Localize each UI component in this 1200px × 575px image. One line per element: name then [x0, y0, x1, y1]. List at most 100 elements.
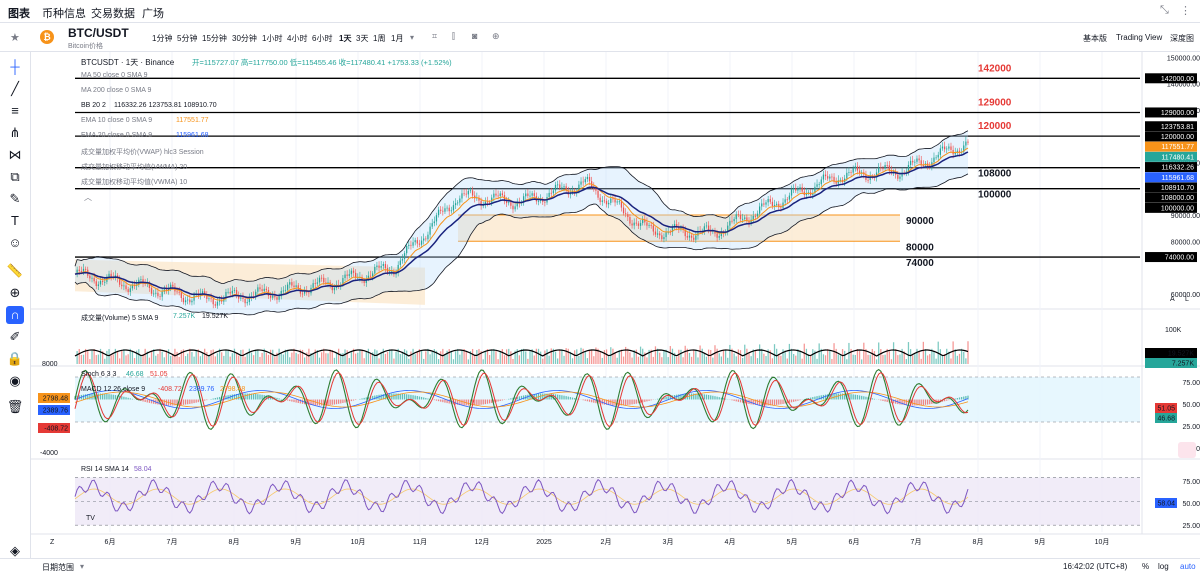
volume-bar: [87, 351, 88, 364]
timeframe-1w[interactable]: 1周: [373, 33, 385, 44]
volume-bar: [646, 357, 647, 364]
timeframe-30m[interactable]: 30分钟: [232, 33, 257, 44]
volume-bar: [657, 349, 658, 364]
symbol-subtitle[interactable]: Bitcoin价格: [68, 41, 103, 51]
timeframe-1m[interactable]: 1分钟: [152, 33, 172, 44]
volume-bar: [157, 354, 158, 364]
candle: [691, 236, 692, 238]
volume-bar: [600, 352, 601, 364]
legend-ema20[interactable]: EMA 20 close 0 SMA 9: [81, 132, 152, 139]
macd-histogram-bar: [776, 400, 777, 405]
legend-symbol[interactable]: BTCUSDT · 1天 · Binance: [81, 57, 174, 68]
candle: [648, 225, 649, 226]
volume-bar: [668, 357, 669, 364]
date-range-button[interactable]: 日期范围: [42, 562, 74, 573]
volume-bar: [412, 349, 413, 364]
macd-histogram-bar: [923, 400, 924, 406]
view-basic[interactable]: 基本版: [1083, 33, 1107, 44]
legend-vwma10[interactable]: 成交量加权移动平均值(VWMA) 10: [81, 177, 187, 187]
timeframe-1h[interactable]: 1小时: [262, 33, 282, 44]
price-label-box: 142000.00: [1145, 73, 1197, 83]
legend-bb[interactable]: BB 20 2: [81, 102, 106, 109]
percent-toggle[interactable]: %: [1142, 562, 1149, 571]
indicator-icon[interactable]: ⌗: [432, 31, 437, 42]
candle: [884, 165, 885, 169]
timeframe-1d[interactable]: 1天: [339, 33, 351, 44]
macd-histogram-bar: [334, 400, 335, 405]
macd-histogram-bar: [487, 400, 488, 404]
legend-stoch[interactable]: Stoch 6 3 3: [81, 371, 116, 378]
candle: [370, 276, 371, 277]
candle: [502, 193, 503, 195]
collapse-icon[interactable]: ⤡: [1160, 4, 1169, 17]
macd-histogram-bar: [255, 394, 256, 400]
candle: [706, 226, 707, 227]
candle: [753, 216, 754, 220]
log-toggle[interactable]: log: [1158, 562, 1169, 571]
volume-bar: [232, 353, 233, 364]
legend-ma200[interactable]: MA 200 close 0 SMA 9: [81, 87, 151, 94]
legend-macd[interactable]: MACD 12 26 close 9: [81, 386, 145, 393]
volume-bar: [236, 352, 237, 364]
star-icon[interactable]: ★: [10, 31, 20, 44]
price-label-box: 108000.00: [1145, 193, 1197, 203]
macd-histogram-bar: [321, 400, 322, 406]
legend-volume[interactable]: 成交量(Volume) 5 SMA 9: [81, 313, 158, 323]
candle: [259, 287, 260, 289]
timeframe-5m[interactable]: 5分钟: [177, 33, 197, 44]
tab-square[interactable]: 广场: [142, 5, 164, 21]
candle: [646, 222, 647, 225]
symbol-pair[interactable]: BTC/USDT: [68, 26, 129, 40]
candle: [665, 232, 666, 237]
candle: [108, 274, 109, 277]
macd-histogram-bar: [825, 395, 826, 400]
tab-trading-data[interactable]: 交易数据: [91, 5, 135, 21]
macd-histogram-bar: [410, 395, 411, 400]
candle: [846, 173, 847, 179]
legend-ma50[interactable]: MA 50 close 0 SMA 9: [81, 72, 148, 79]
legend-ema20-value: 115961.68: [176, 132, 209, 139]
volume-bar: [891, 359, 892, 364]
candle: [415, 240, 416, 242]
candle-type-icon[interactable]: ⫿: [452, 31, 455, 42]
timeframe-15m[interactable]: 15分钟: [202, 33, 227, 44]
volume-bar: [608, 356, 609, 364]
candle: [417, 240, 418, 243]
legend-vwap[interactable]: 成交量加权平均价(VWAP) hlc3 Session: [81, 147, 204, 157]
candle: [797, 189, 798, 191]
tab-chart[interactable]: 图表: [8, 5, 30, 21]
legend-collapse-icon[interactable]: ︿: [84, 192, 92, 203]
macd-histogram-bar: [899, 400, 900, 405]
tab-coin-info[interactable]: 币种信息: [42, 5, 86, 21]
timeframe-3d[interactable]: 3天: [356, 33, 368, 44]
view-depth[interactable]: 深度图: [1170, 33, 1194, 44]
volume-bar: [663, 350, 664, 364]
candle: [950, 146, 951, 149]
view-tradingview[interactable]: Trading View: [1116, 33, 1162, 42]
chevron-down-icon[interactable]: ▾: [410, 33, 414, 42]
legend-rsi[interactable]: RSI 14 SMA 14: [81, 466, 129, 473]
timeframe-6h[interactable]: 6小时: [312, 33, 332, 44]
chevron-down-icon[interactable]: ▾: [80, 562, 84, 571]
macd-histogram-bar: [480, 400, 481, 405]
legend-ema10[interactable]: EMA 10 close 0 SMA 9: [81, 117, 152, 124]
candle: [351, 271, 352, 275]
more-icon[interactable]: ⋮: [1180, 4, 1191, 17]
add-icon[interactable]: ⊕: [492, 31, 500, 42]
candle: [716, 234, 717, 238]
volume-bar: [81, 355, 82, 364]
candle: [434, 221, 435, 223]
auto-toggle[interactable]: auto: [1180, 562, 1196, 571]
timeframe-1M[interactable]: 1月: [391, 33, 403, 44]
macd-histogram-bar: [395, 394, 396, 400]
timeframe-4h[interactable]: 4小时: [287, 33, 307, 44]
macd-histogram-bar: [568, 397, 569, 400]
volume-bar: [706, 357, 707, 364]
macd-histogram-bar: [500, 400, 501, 401]
volume-bar: [619, 350, 620, 364]
camera-icon[interactable]: ◙: [472, 31, 477, 41]
legend-vwma20[interactable]: 成交量加权移动平均值(VWMA) 20: [81, 162, 187, 172]
clock-readout[interactable]: 16:42:02 (UTC+8): [1063, 562, 1127, 571]
stoch-box-text: 46.68: [1157, 416, 1175, 423]
